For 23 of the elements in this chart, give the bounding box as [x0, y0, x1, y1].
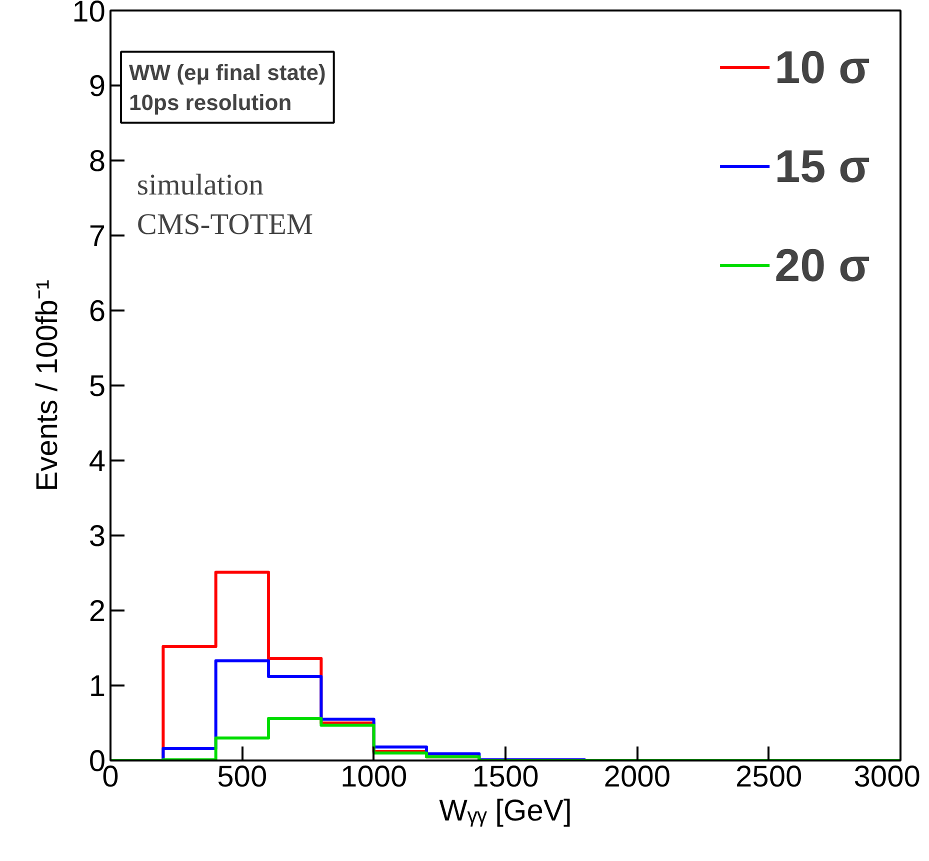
legend-label: 15 σ — [774, 139, 870, 193]
y-tick-label: 8 — [88, 145, 106, 178]
y-tick-label: 2 — [88, 595, 106, 628]
legend-label: 10 σ — [774, 40, 870, 94]
y-tick-label: 6 — [88, 295, 106, 328]
y-tick-label: 5 — [88, 370, 106, 403]
annotation: WW (eμ final state) 10ps resolution — [129, 60, 326, 115]
x-tick-label: 2000 — [604, 760, 671, 794]
y-axis-title: Events / 100fb⁻¹ — [31, 280, 64, 492]
y-tick-label: 10 — [72, 0, 106, 28]
y-tick-label: 9 — [88, 70, 106, 103]
annotation: simulation CMS-TOTEM — [136, 168, 314, 242]
x-tick-label: 2500 — [735, 760, 802, 794]
y-tick-label: 1 — [88, 670, 106, 703]
x-tick-label: 1000 — [340, 760, 408, 794]
x-axis-title: Wᵧᵧ [GeV] — [439, 794, 572, 828]
x-tick-label: 3000 — [854, 760, 921, 794]
x-tick-label: 1500 — [472, 760, 539, 794]
legend-label: 20 σ — [774, 238, 870, 292]
y-tick-label: 3 — [88, 520, 106, 553]
y-tick-label: 7 — [88, 220, 106, 253]
y-tick-label: 4 — [88, 445, 106, 478]
x-tick-label: 500 — [217, 760, 268, 794]
